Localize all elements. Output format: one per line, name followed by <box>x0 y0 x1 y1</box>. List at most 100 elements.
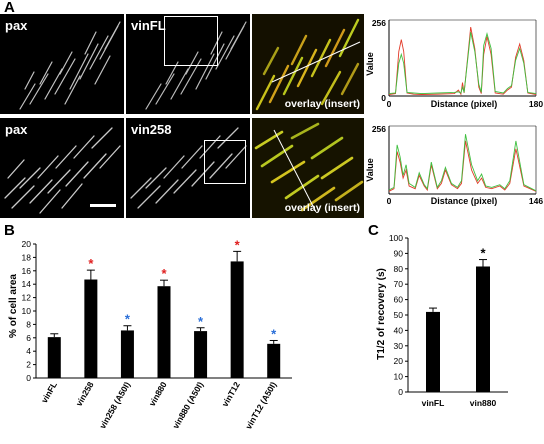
x-tick-label: vinFL <box>39 380 59 405</box>
x-tick-label: vin880 <box>470 398 497 408</box>
bar <box>426 311 440 392</box>
y-tick-label: 80 <box>394 264 404 274</box>
x-tick-label: 0 <box>387 196 392 206</box>
y-tick-label: 40 <box>394 325 404 335</box>
series-line-red <box>388 140 537 192</box>
bar-chart-axes: 0 10 20 30 40 50 60 70 80 90 100 vinFL vin880 <box>389 233 508 408</box>
series-line-green <box>388 32 537 95</box>
significance-star: * <box>88 256 94 271</box>
micro-pax-row2: pax <box>0 118 124 218</box>
panel-letter-b: B <box>4 222 15 239</box>
panel-letter-c: C <box>368 222 379 239</box>
y-axis-label: % of cell area <box>8 274 19 338</box>
y-tick-label: 16 <box>22 266 32 276</box>
micro-overlay-row2-texture <box>254 122 364 213</box>
y-axis-label: Value <box>365 52 375 76</box>
line-chart-axes <box>388 19 537 97</box>
micro-overlay-row1: overlay (insert) <box>252 14 364 114</box>
x-tick-label: 180 <box>529 99 543 109</box>
x-tick-label: vin258 <box>74 380 96 408</box>
y-tick-label: 6 <box>26 333 31 343</box>
micro-overlay-row1-texture <box>255 18 361 111</box>
significance-star: * <box>271 326 277 341</box>
bar-chart-axes: 0 2 4 6 8 10 12 14 16 18 20 vinFL vin258 vin258 (A50I… <box>22 239 292 431</box>
y-tick-label: 90 <box>394 248 404 258</box>
x-tick-label: vin258 (A50I) <box>97 380 132 431</box>
x-tick-label: vinT12 <box>220 380 242 409</box>
x-tick-label: vinFL <box>422 398 445 408</box>
y-tick-label: 30 <box>394 341 404 351</box>
bar-chart-c: T1/2 of recovery (s) 0 10 20 30 40 50 60 70 80 90… <box>376 233 508 408</box>
bar <box>120 330 134 378</box>
micro-vinfl-row1-texture <box>145 21 247 110</box>
x-tick-label: vin880 <box>147 380 169 408</box>
significance-star: * <box>480 246 486 261</box>
y-tick-label: 50 <box>394 310 404 320</box>
bar-chart-bars: * * * * * * <box>47 237 281 378</box>
bar <box>84 279 98 378</box>
y-tick-label: 4 <box>26 346 31 356</box>
micro-vin258-row2: vin258 <box>126 118 250 218</box>
bar <box>194 331 208 378</box>
panel-letter-a: A <box>4 0 15 16</box>
y-axis-label: Value <box>365 158 375 182</box>
line-chart-series <box>388 27 537 96</box>
y-tick-label: 0 <box>398 387 403 397</box>
bar <box>157 286 171 378</box>
significance-star: * <box>161 266 167 281</box>
x-tick-label: vin880 (A50I) <box>170 380 205 431</box>
micro-pax-row1: pax <box>0 14 124 114</box>
significance-star: * <box>198 314 204 329</box>
micro-label: vinFL <box>131 18 166 33</box>
micro-label: vin258 <box>131 122 172 137</box>
bar <box>47 337 61 378</box>
line-chart-a-top: Value 256 0 0 180 Distance (pixel) <box>365 18 543 109</box>
bar-chart-b: % of cell area 0 2 4 6 8 10 12 14 16 18 20 vinFL vin… <box>8 237 292 431</box>
bar <box>230 261 244 378</box>
y-tick-label: 60 <box>394 295 404 305</box>
insert-box <box>204 140 246 184</box>
y-tick-label: 18 <box>22 252 32 262</box>
insert-box <box>164 16 218 66</box>
micro-overlay-row2: overlay (insert) <box>252 118 364 218</box>
micro-pax-row2-texture <box>4 127 121 214</box>
x-axis-label: Distance (pixel) <box>431 196 498 206</box>
micro-label: pax <box>5 18 28 33</box>
bar <box>476 266 490 392</box>
significance-star: * <box>235 237 241 252</box>
series-line-green <box>388 134 537 192</box>
y-tick-label: 0 <box>381 93 386 103</box>
micro-label: pax <box>5 122 28 137</box>
y-tick-label: 8 <box>26 319 31 329</box>
y-tick-label: 20 <box>22 239 32 249</box>
y-tick-label: 2 <box>26 360 31 370</box>
x-axis-label: Distance (pixel) <box>431 99 498 109</box>
series-line-red <box>388 27 537 96</box>
x-tick-label: vinT12 (A50I) <box>243 380 278 431</box>
line-chart-axes <box>388 125 537 195</box>
y-tick-label: 70 <box>394 279 404 289</box>
scale-bar <box>90 204 116 207</box>
x-tick-label: 0 <box>387 99 392 109</box>
overlay-label: overlay (insert) <box>284 98 360 110</box>
micro-vinfl-row1: vinFL <box>126 14 250 114</box>
y-axis-label: T1/2 of recovery (s) <box>376 268 387 360</box>
y-tick-label: 0 <box>26 373 31 383</box>
y-tick-label: 14 <box>22 279 32 289</box>
overlay-label: overlay (insert) <box>284 202 360 214</box>
micro-vin258-row2-texture <box>130 127 247 209</box>
y-tick-label: 10 <box>394 372 404 382</box>
x-tick-label: 146 <box>529 196 543 206</box>
line-chart-a-bottom: Value 256 0 146 Distance (pixel) <box>365 124 543 206</box>
bar-chart-bars: * <box>426 246 490 392</box>
significance-star: * <box>125 312 131 327</box>
y-tick-label: 10 <box>22 306 32 316</box>
y-tick-label: 100 <box>389 233 403 243</box>
y-tick-label: 256 <box>372 18 386 28</box>
y-tick-label: 256 <box>372 124 386 134</box>
bar <box>267 343 281 378</box>
line-chart-series <box>388 134 537 192</box>
y-tick-label: 12 <box>22 293 32 303</box>
micro-pax-row1-texture <box>19 21 121 110</box>
y-tick-label: 20 <box>394 356 404 366</box>
